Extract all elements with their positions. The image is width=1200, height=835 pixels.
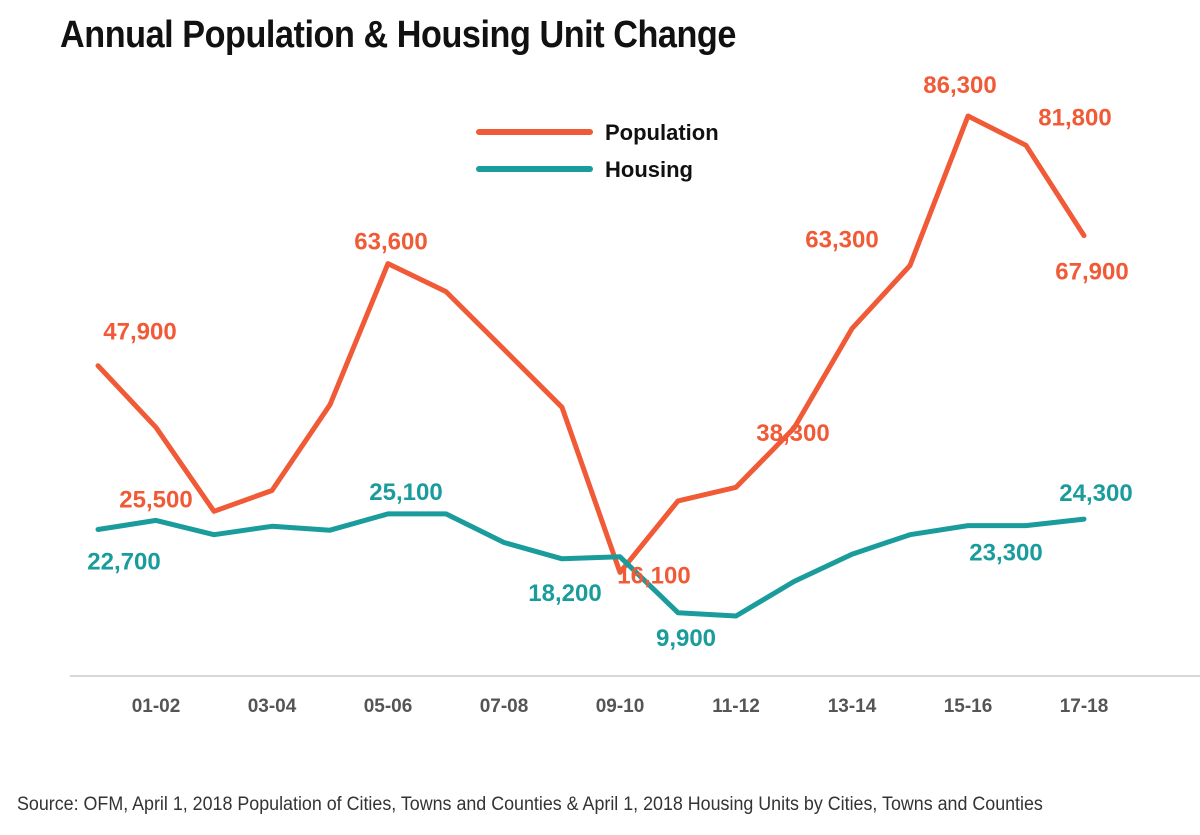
data-label-population-5: 63,600 (354, 229, 427, 256)
data-label-housing-11: 9,900 (656, 625, 716, 652)
x-tick-label: 17-18 (1060, 696, 1109, 717)
data-label-population-2: 25,500 (119, 486, 192, 513)
data-label-population-12: 38,300 (756, 420, 829, 447)
population-line (95, 113, 1087, 575)
data-label-housing-5: 25,100 (369, 479, 442, 506)
x-tick-label: 07-08 (480, 696, 529, 717)
data-label-population-15: 86,300 (923, 72, 996, 99)
source-note: Source: OFM, April 1, 2018 Population of… (17, 794, 1043, 815)
x-tick-label: 13-14 (828, 696, 877, 717)
data-labels: 47,900 25,500 63,600 16,100 38,300 63,300 86,3… (87, 72, 1132, 652)
data-label-population-17: 67,900 (1055, 259, 1128, 286)
x-axis-ticks: 01-02 03-04 05-06 07-08 09-10 11-12 13-14 15-16… (132, 696, 1109, 717)
x-tick-label: 11-12 (712, 696, 760, 717)
x-tick-label: 03-04 (248, 696, 297, 717)
data-label-population-14: 63,300 (805, 227, 878, 254)
housing-line (95, 511, 1087, 619)
legend-label-housing: Housing (605, 157, 693, 182)
x-tick-label: 15-16 (944, 696, 993, 717)
data-label-population-0: 47,900 (103, 319, 176, 346)
data-label-housing-8: 18,200 (528, 580, 601, 607)
x-tick-label: 01-02 (132, 696, 181, 717)
x-tick-label: 09-10 (596, 696, 645, 717)
legend: Population Housing (476, 120, 719, 182)
data-label-housing-17: 24,300 (1059, 480, 1132, 507)
data-label-population-16: 81,800 (1038, 104, 1111, 131)
chart-title: Annual Population & Housing Unit Change (60, 14, 736, 56)
series-lines (95, 113, 1087, 619)
data-label-housing-15: 23,300 (969, 540, 1042, 567)
legend-label-population: Population (605, 120, 719, 145)
data-label-housing-0: 22,700 (87, 549, 160, 576)
data-label-population-9: 16,100 (617, 562, 690, 589)
x-tick-label: 05-06 (364, 696, 413, 717)
